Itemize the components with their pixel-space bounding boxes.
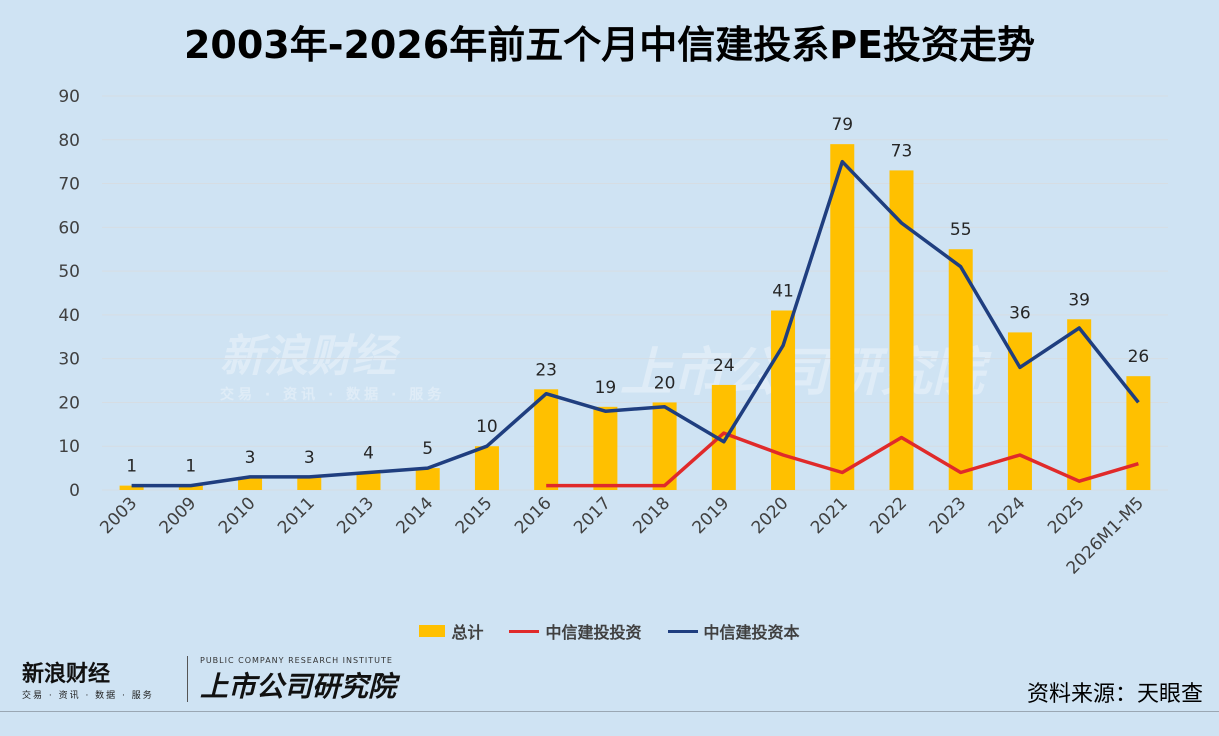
- x-tick-label: 2003: [96, 493, 141, 538]
- sina-logo-subtitle: 交易 · 资讯 · 数据 · 服务: [22, 691, 154, 701]
- bar-total: [593, 406, 618, 490]
- y-tick-label: 80: [58, 131, 80, 151]
- x-tick-label: 2020: [748, 493, 793, 538]
- data-source: 资料来源：天眼查: [1026, 682, 1203, 707]
- x-tick-label: 2016: [511, 493, 556, 538]
- bar-total: [238, 476, 263, 490]
- bar-total: [119, 485, 144, 490]
- bar-total: [415, 468, 440, 490]
- data-label: 39: [1068, 290, 1090, 310]
- legend-item-total: 总计: [419, 619, 483, 643]
- x-tick-label: 2023: [926, 493, 971, 538]
- x-tick-label: 2022: [866, 493, 911, 538]
- data-label: 4: [363, 443, 374, 463]
- bar-total: [1067, 319, 1092, 490]
- bar-total: [474, 446, 499, 490]
- x-tick-label: 2025: [1044, 493, 1089, 538]
- data-label: 73: [891, 141, 913, 161]
- data-label: 41: [772, 282, 794, 302]
- bar-total: [1007, 332, 1032, 490]
- data-label: 24: [713, 356, 735, 376]
- y-tick-label: 30: [58, 350, 80, 370]
- y-tick-label: 0: [69, 481, 80, 501]
- legend-swatch-total: [419, 625, 446, 637]
- sina-logo-text: 新浪财经: [22, 662, 111, 687]
- research-logo-english: PUBLIC COMPANY RESEARCH INSTITUTE: [200, 656, 393, 665]
- sina-finance-logo: 新浪财经 交易 · 资讯 · 数据 · 服务: [22, 656, 154, 701]
- legend-swatch-investment: [509, 629, 540, 633]
- bar-total: [830, 144, 855, 490]
- footer-divider: [0, 711, 1219, 712]
- bar-total: [534, 389, 559, 490]
- data-label: 26: [1128, 347, 1150, 367]
- chart-legend: 总计 中信建投投资 中信建投资本: [0, 619, 1219, 643]
- data-label: 23: [535, 360, 557, 380]
- legend-label-investment: 中信建投投资: [545, 623, 642, 642]
- x-tick-label: 2009: [156, 493, 201, 538]
- legend-swatch-capital: [667, 629, 698, 633]
- line-investment: [546, 431, 1139, 488]
- y-tick-label: 60: [58, 218, 80, 238]
- legend-item-capital: 中信建投资本: [667, 619, 800, 643]
- x-tick-label: 2017: [570, 493, 615, 538]
- data-label: 5: [422, 439, 433, 459]
- x-tick-label: 2019: [689, 493, 734, 538]
- data-label: 3: [304, 448, 315, 468]
- bar-total: [771, 310, 796, 490]
- y-tick-label: 90: [58, 87, 80, 107]
- bar-total: [652, 402, 677, 490]
- legend-item-investment: 中信建投投资: [509, 619, 642, 643]
- data-label: 1: [126, 457, 137, 477]
- data-label: 79: [831, 115, 853, 135]
- line-capital: [131, 159, 1140, 488]
- x-tick-label: 2010: [215, 493, 260, 538]
- x-tick-label: 2011: [274, 493, 319, 538]
- legend-label-total: 总计: [451, 623, 484, 642]
- x-tick-label: 2013: [333, 493, 378, 538]
- x-tick-label: 2024: [985, 493, 1030, 538]
- data-label: 1: [185, 457, 196, 477]
- data-label: 20: [654, 373, 676, 393]
- chart-title: 2003年-2026年前五个月中信建投系PE投资走势: [183, 23, 1036, 67]
- data-label: 10: [476, 417, 498, 437]
- y-tick-label: 70: [58, 175, 80, 195]
- data-label: 36: [1009, 303, 1031, 323]
- research-institute-logo: PUBLIC COMPANY RESEARCH INSTITUTE 上市公司研究…: [200, 656, 396, 705]
- bar-total: [1126, 376, 1151, 490]
- legend-label-capital: 中信建投资本: [703, 623, 800, 642]
- research-logo-chinese: 上市公司研究院: [200, 670, 397, 703]
- x-tick-label: 2018: [629, 493, 674, 538]
- y-tick-label: 50: [58, 262, 80, 282]
- x-tick-label: 2014: [393, 493, 438, 538]
- data-label: 3: [245, 448, 256, 468]
- y-tick-label: 40: [58, 306, 80, 326]
- x-tick-label: 2015: [452, 493, 497, 538]
- bar-total: [948, 249, 973, 490]
- data-label: 55: [950, 220, 972, 240]
- data-label: 19: [595, 378, 617, 398]
- y-tick-label: 10: [58, 437, 80, 457]
- x-tick-label: 2021: [807, 493, 852, 538]
- logo-divider: [187, 656, 188, 702]
- bar-total: [356, 472, 381, 490]
- y-tick-label: 20: [58, 393, 80, 413]
- bar-total: [297, 476, 322, 490]
- bar-total: [178, 485, 203, 490]
